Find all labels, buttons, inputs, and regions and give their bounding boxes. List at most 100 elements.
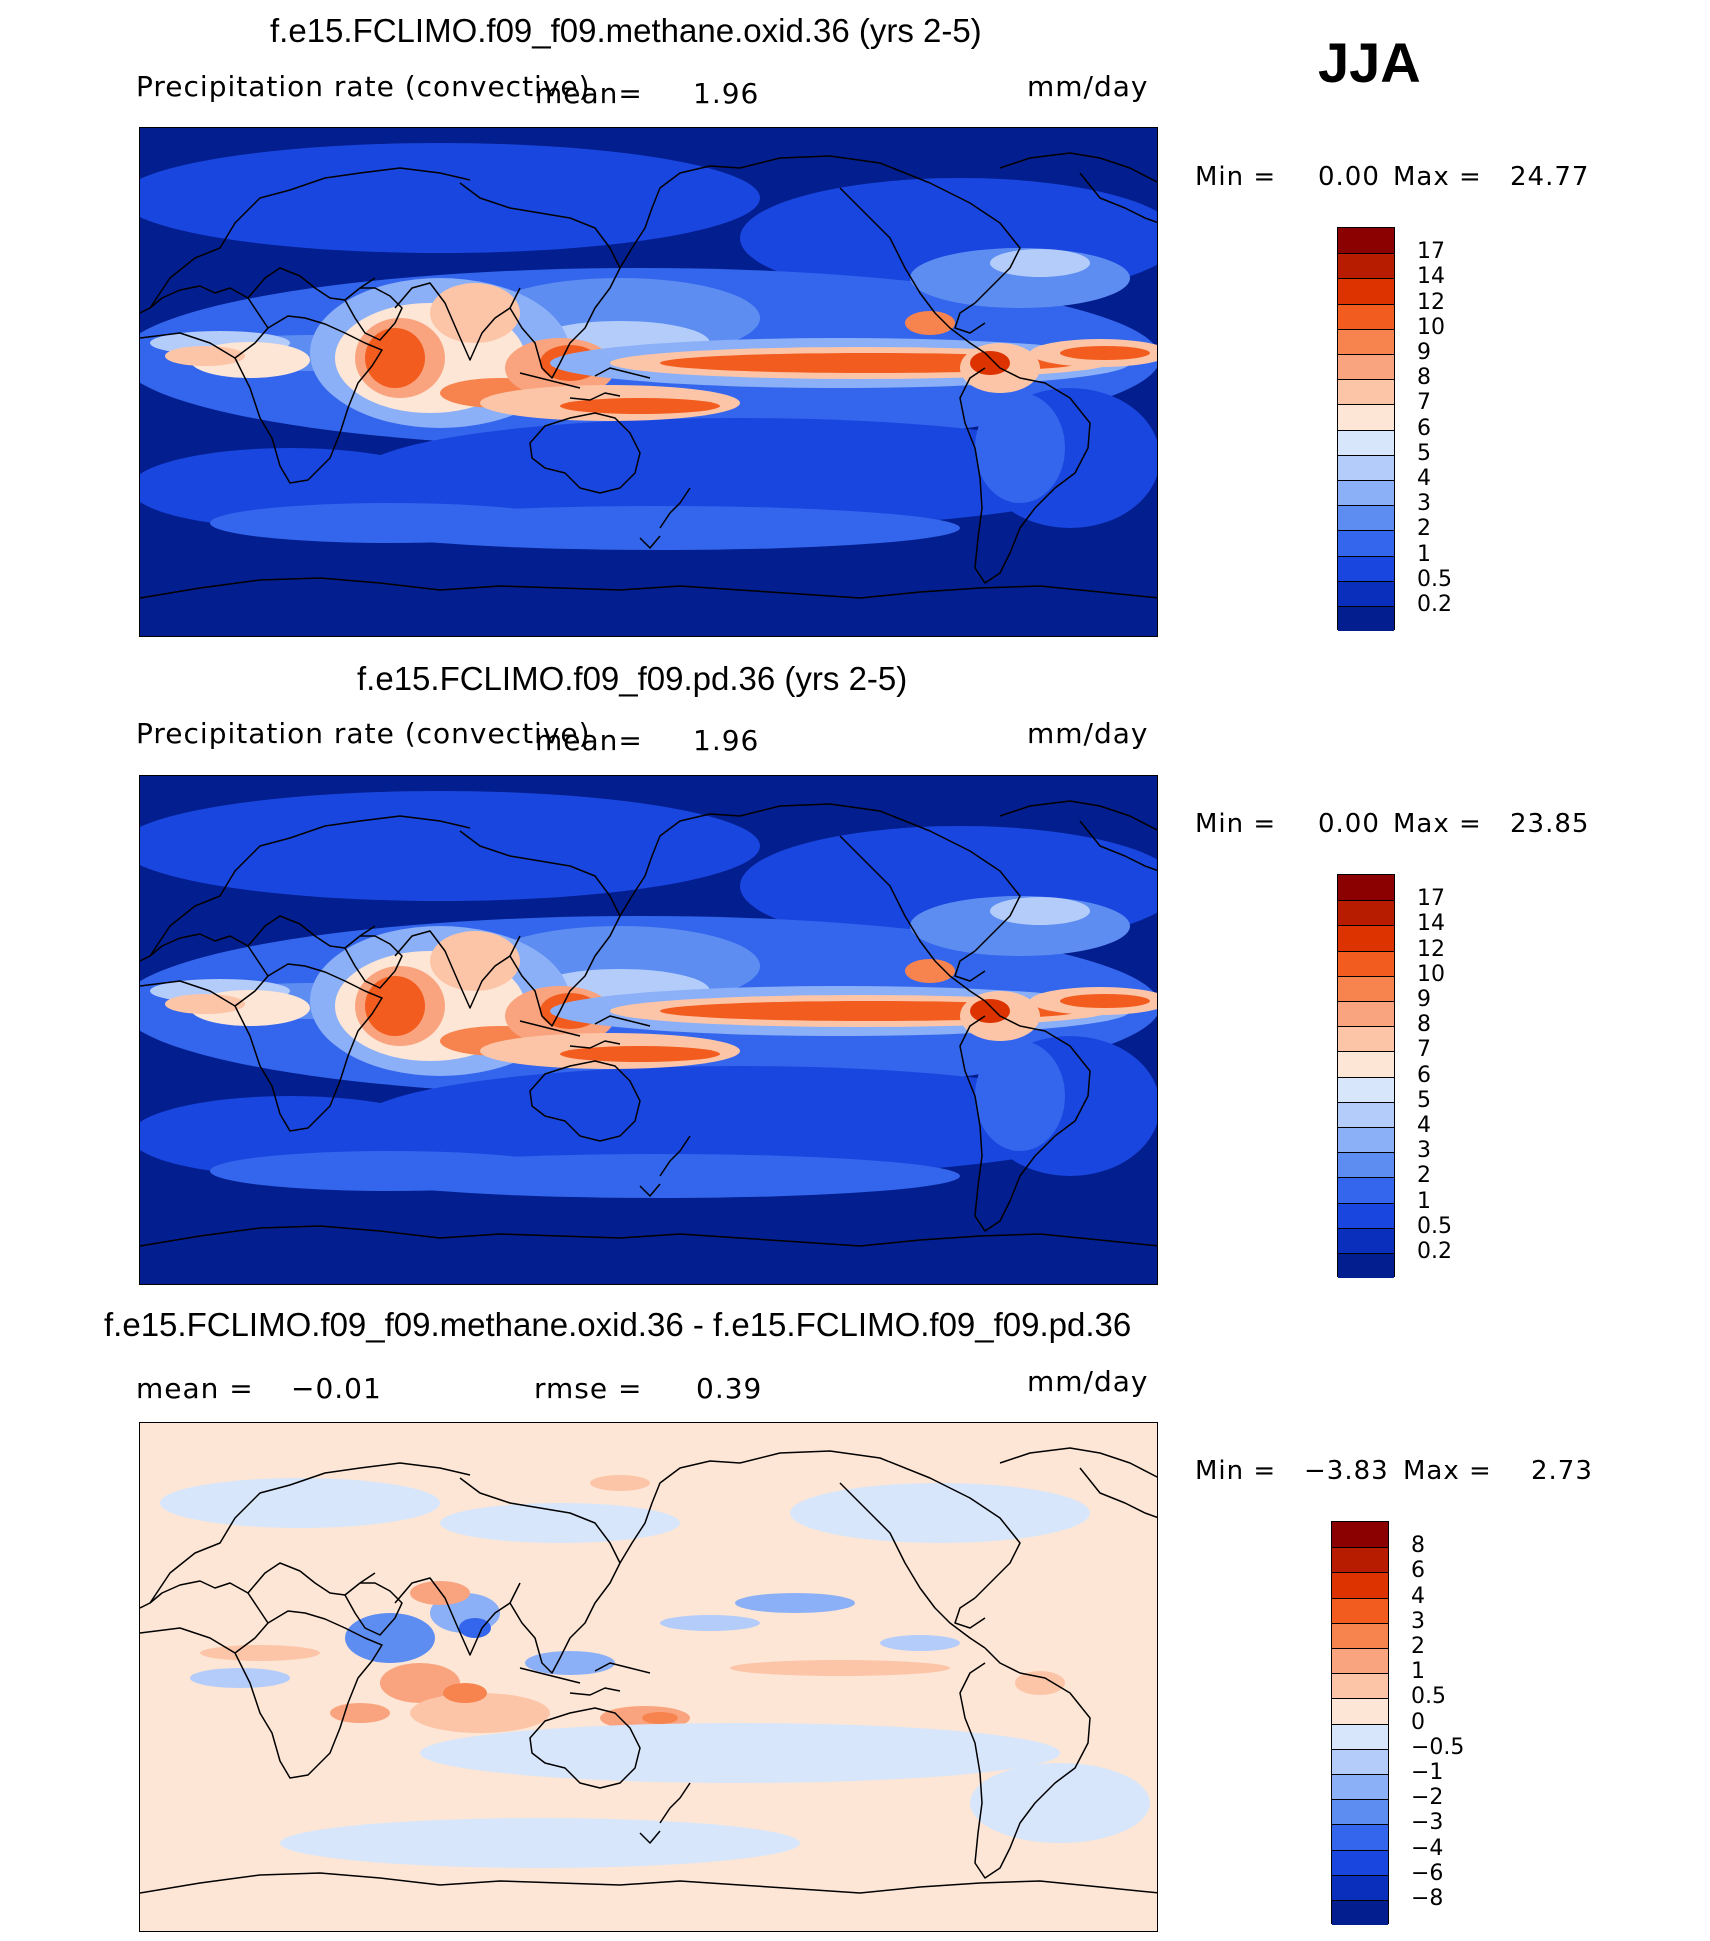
colorbar-swatch bbox=[1338, 354, 1394, 380]
panel3-mean-value: −0.01 bbox=[291, 1372, 382, 1405]
contour-region bbox=[990, 897, 1090, 925]
colorbar-swatch bbox=[1338, 429, 1394, 455]
colorbar-swatch bbox=[1338, 1127, 1394, 1153]
panel3-title: f.e15.FCLIMO.f09_f09.methane.oxid.36 - f… bbox=[104, 1306, 1132, 1343]
colorbar-swatch bbox=[1338, 253, 1394, 279]
coastline bbox=[639, 1830, 661, 1844]
contour-region bbox=[165, 346, 245, 366]
panel2-map bbox=[139, 775, 1158, 1285]
coastline bbox=[659, 1782, 691, 1824]
colorbar-swatch bbox=[1338, 925, 1394, 951]
coastline bbox=[739, 803, 1021, 952]
coastline bbox=[394, 930, 521, 1009]
colorbar-swatch bbox=[1338, 1051, 1394, 1077]
colorbar-swatch bbox=[1338, 303, 1394, 329]
coastline bbox=[839, 1482, 986, 1649]
colorbar-swatch bbox=[1332, 1698, 1388, 1724]
coastline bbox=[839, 187, 986, 354]
contour-region bbox=[970, 1763, 1150, 1843]
contour-region bbox=[905, 311, 955, 335]
contour-region bbox=[345, 1613, 435, 1663]
coastline bbox=[459, 182, 621, 379]
colorbar-tick-label: −2 bbox=[1411, 1785, 1444, 1811]
colorbar-tick-label: −0.5 bbox=[1411, 1734, 1465, 1760]
colorbar-tick-label: 4 bbox=[1417, 1113, 1431, 1138]
coastline bbox=[619, 813, 741, 917]
coastline bbox=[149, 167, 471, 309]
colorbar-swatch bbox=[1332, 1673, 1388, 1699]
coastline bbox=[954, 1597, 986, 1629]
colorbar-swatch bbox=[1332, 1622, 1388, 1648]
panel1-max-label: Max = bbox=[1393, 162, 1482, 192]
panel3-map bbox=[139, 1422, 1158, 1932]
contour-region bbox=[160, 1478, 440, 1528]
colorbar-swatch bbox=[1338, 1202, 1394, 1228]
colorbar-swatch bbox=[1338, 975, 1394, 1001]
colorbar-tick-label: −3 bbox=[1411, 1810, 1444, 1836]
contour-region bbox=[905, 959, 955, 983]
contour-region bbox=[970, 351, 1010, 375]
contour-region bbox=[1060, 994, 1150, 1008]
colorbar-tick-label: 6 bbox=[1411, 1558, 1425, 1584]
coastline bbox=[569, 1040, 621, 1049]
coastline bbox=[140, 577, 1157, 599]
coastline bbox=[394, 1577, 521, 1656]
colorbar-tick-label: 4 bbox=[1417, 466, 1431, 491]
colorbar-swatch bbox=[1338, 1152, 1394, 1178]
colorbar-tick-label: 1 bbox=[1417, 541, 1431, 567]
colorbar-swatch bbox=[1332, 1572, 1388, 1598]
panel3-max-value: 2.73 bbox=[1531, 1456, 1593, 1486]
colorbar-tick-label: 5 bbox=[1417, 440, 1431, 466]
colorbar-tick-label: 0 bbox=[1411, 1709, 1425, 1735]
coastline bbox=[247, 267, 376, 301]
panel3-rmse-label: rmse = bbox=[534, 1372, 643, 1405]
colorbar-tick-label: 17 bbox=[1417, 239, 1445, 265]
panel2-units: mm/day bbox=[1027, 717, 1149, 750]
panel3-min-value: −3.83 bbox=[1304, 1456, 1389, 1486]
coastline bbox=[140, 1225, 1157, 1247]
coastline bbox=[739, 1450, 1021, 1599]
colorbar-swatch bbox=[1338, 606, 1394, 632]
colorbar-swatch bbox=[1338, 875, 1394, 901]
panel1-variable: Precipitation rate (convective) bbox=[136, 70, 591, 103]
coastline bbox=[459, 1477, 621, 1674]
coastline bbox=[140, 1872, 1157, 1894]
contour-region bbox=[790, 1483, 1090, 1543]
panel2-max-value: 23.85 bbox=[1510, 809, 1590, 839]
colorbar-swatch bbox=[1332, 1824, 1388, 1850]
panel3-rmse-value: 0.39 bbox=[696, 1372, 763, 1405]
coastline bbox=[149, 815, 471, 957]
panel2-title: f.e15.FCLIMO.f09_f09.pd.36 (yrs 2-5) bbox=[357, 660, 908, 697]
contour-region bbox=[660, 1615, 760, 1631]
panel3-max-label: Max = bbox=[1403, 1456, 1492, 1486]
contour-region bbox=[410, 1581, 470, 1605]
colorbar-swatch bbox=[1338, 404, 1394, 430]
colorbar-tick-label: −1 bbox=[1411, 1760, 1444, 1785]
contour-region bbox=[430, 931, 520, 991]
contour-region bbox=[360, 1066, 1120, 1176]
colorbar-tick-label: 10 bbox=[1417, 961, 1445, 987]
colorbar-tick-label: 17 bbox=[1417, 886, 1445, 912]
colorbar-swatch bbox=[1338, 1026, 1394, 1052]
colorbar-swatch bbox=[1338, 228, 1394, 254]
colorbar-swatch bbox=[1332, 1547, 1388, 1573]
colorbar-tick-label: −4 bbox=[1411, 1835, 1444, 1861]
contour-region bbox=[200, 1645, 320, 1661]
coastline bbox=[529, 1707, 641, 1789]
colorbar-tick-label: 0.2 bbox=[1417, 592, 1452, 617]
colorbar-swatch bbox=[1332, 1748, 1388, 1774]
coastline bbox=[519, 1020, 581, 1037]
colorbar-tick-label: 14 bbox=[1417, 911, 1445, 937]
colorbar-swatch bbox=[1332, 1522, 1388, 1548]
colorbar-swatch bbox=[1338, 530, 1394, 556]
coastline bbox=[234, 963, 383, 1132]
colorbar-swatch bbox=[1338, 555, 1394, 581]
colorbar-swatch bbox=[1338, 900, 1394, 926]
coastline bbox=[739, 155, 1021, 304]
contour-region bbox=[880, 1635, 960, 1651]
colorbar-swatch bbox=[1338, 278, 1394, 304]
coastline bbox=[619, 165, 741, 269]
contour-region bbox=[365, 328, 425, 388]
season-label: JJA bbox=[1318, 31, 1421, 94]
colorbar-swatch bbox=[1338, 480, 1394, 506]
